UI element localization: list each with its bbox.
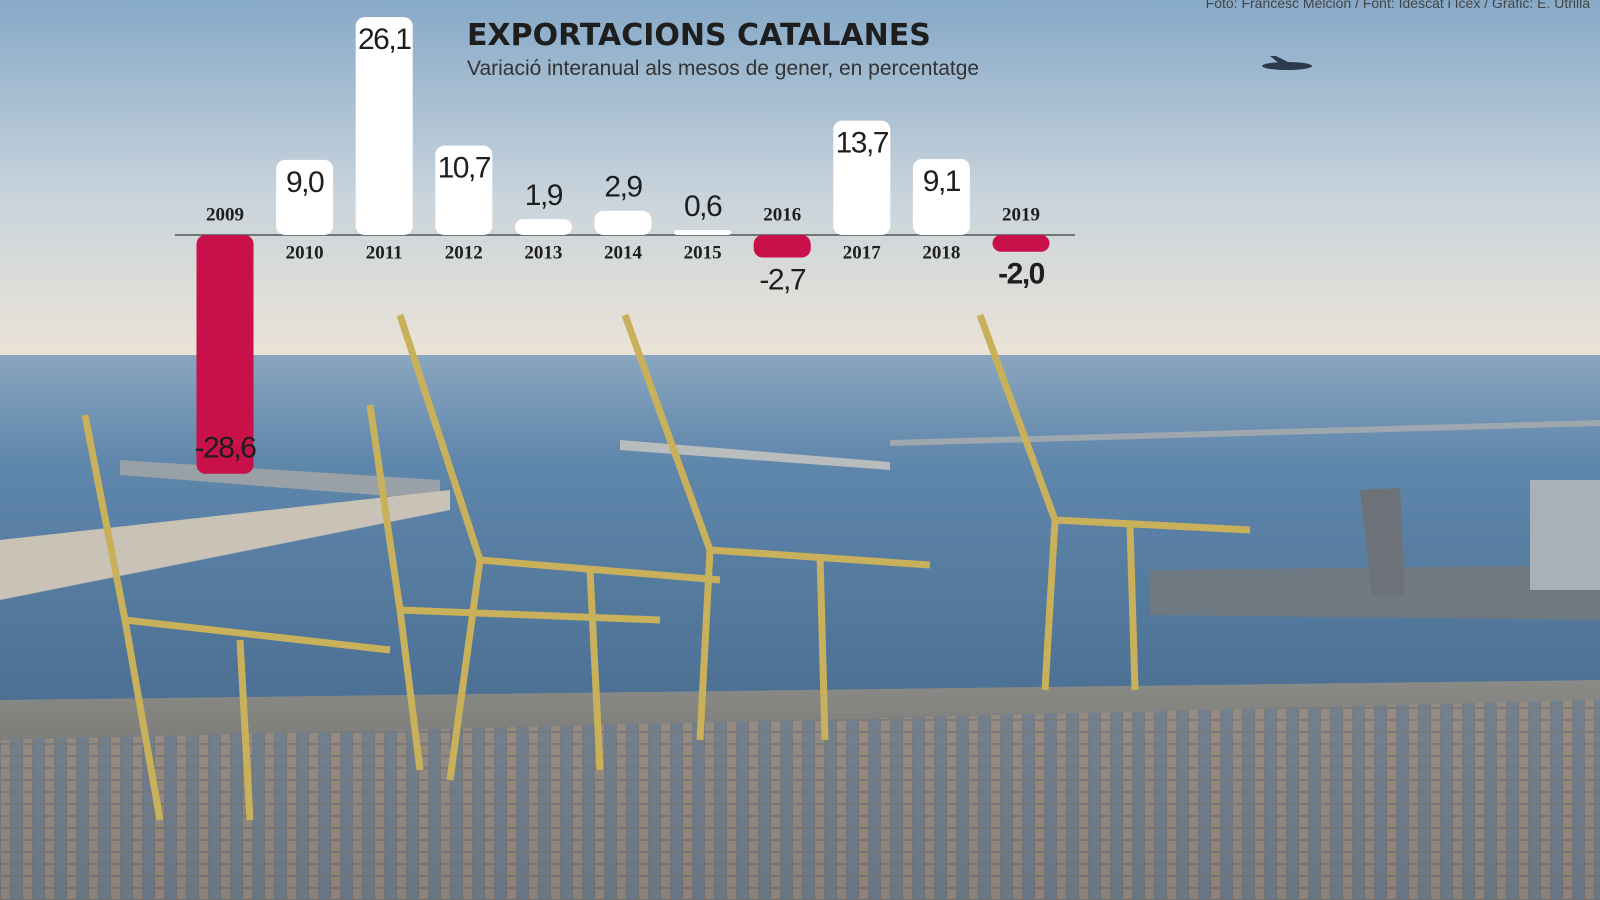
chart-subtitle: Variació interanual als mesos de gener, … bbox=[467, 57, 979, 80]
bar bbox=[276, 159, 334, 235]
data-label: -2,7 bbox=[759, 263, 806, 296]
data-label: 13,7 bbox=[836, 127, 889, 160]
data-label: 9,1 bbox=[923, 165, 961, 198]
x-tick-label: 2019 bbox=[1002, 204, 1040, 225]
crane bbox=[1054, 516, 1251, 534]
bar bbox=[674, 229, 732, 235]
bar bbox=[435, 145, 493, 235]
credit: Foto: Francesc Melcion / Font: Idescat i… bbox=[1206, 0, 1591, 11]
bar bbox=[196, 235, 254, 474]
crane bbox=[479, 556, 721, 584]
crane bbox=[586, 569, 604, 771]
bar bbox=[833, 120, 891, 235]
x-tick-label: 2012 bbox=[445, 242, 483, 263]
x-tick-label: 2010 bbox=[286, 242, 324, 263]
data-label: 10,7 bbox=[438, 152, 491, 185]
x-tick-label: 2017 bbox=[843, 242, 882, 263]
x-tick-label: 2015 bbox=[684, 242, 722, 263]
bar bbox=[514, 219, 572, 235]
crane bbox=[236, 639, 254, 821]
x-tick-label: 2016 bbox=[763, 204, 801, 225]
bar bbox=[912, 159, 970, 235]
data-label: 26,1 bbox=[358, 23, 411, 56]
breakwater bbox=[620, 440, 890, 470]
data-label: -28,6 bbox=[195, 432, 257, 465]
airplane-wing bbox=[1270, 56, 1292, 64]
silo bbox=[1530, 480, 1600, 590]
bar bbox=[594, 210, 652, 235]
x-tick-label: 2018 bbox=[922, 242, 960, 263]
x-tick-label: 2009 bbox=[206, 204, 244, 225]
tower bbox=[1360, 488, 1405, 595]
bar bbox=[992, 235, 1050, 252]
chart-title: EXPORTACIONS CATALANES bbox=[467, 18, 931, 53]
data-label: 1,9 bbox=[525, 179, 563, 212]
breakwater bbox=[890, 420, 1600, 446]
x-tick-label: 2011 bbox=[366, 242, 403, 263]
airplane bbox=[1262, 56, 1312, 70]
data-label: 2,9 bbox=[604, 171, 642, 204]
crane bbox=[399, 606, 661, 624]
crane bbox=[816, 554, 829, 741]
data-label: 0,6 bbox=[684, 190, 722, 223]
data-label: -2,0 bbox=[998, 258, 1045, 291]
crane bbox=[1126, 524, 1139, 691]
x-tick-label: 2013 bbox=[524, 242, 562, 263]
x-tick-label: 2014 bbox=[604, 242, 643, 263]
bar bbox=[753, 235, 811, 258]
crane bbox=[124, 616, 391, 654]
airplane-body bbox=[1262, 62, 1312, 70]
plot: 2009 -28,6 2010 9,0 2011 26,1 2012 10,7 2013 1,9 2… bbox=[175, 17, 1075, 474]
bar bbox=[355, 17, 413, 235]
sky bbox=[0, 0, 1600, 360]
data-label: 9,0 bbox=[286, 166, 324, 199]
containers bbox=[0, 700, 1600, 900]
cranes bbox=[81, 313, 1251, 821]
